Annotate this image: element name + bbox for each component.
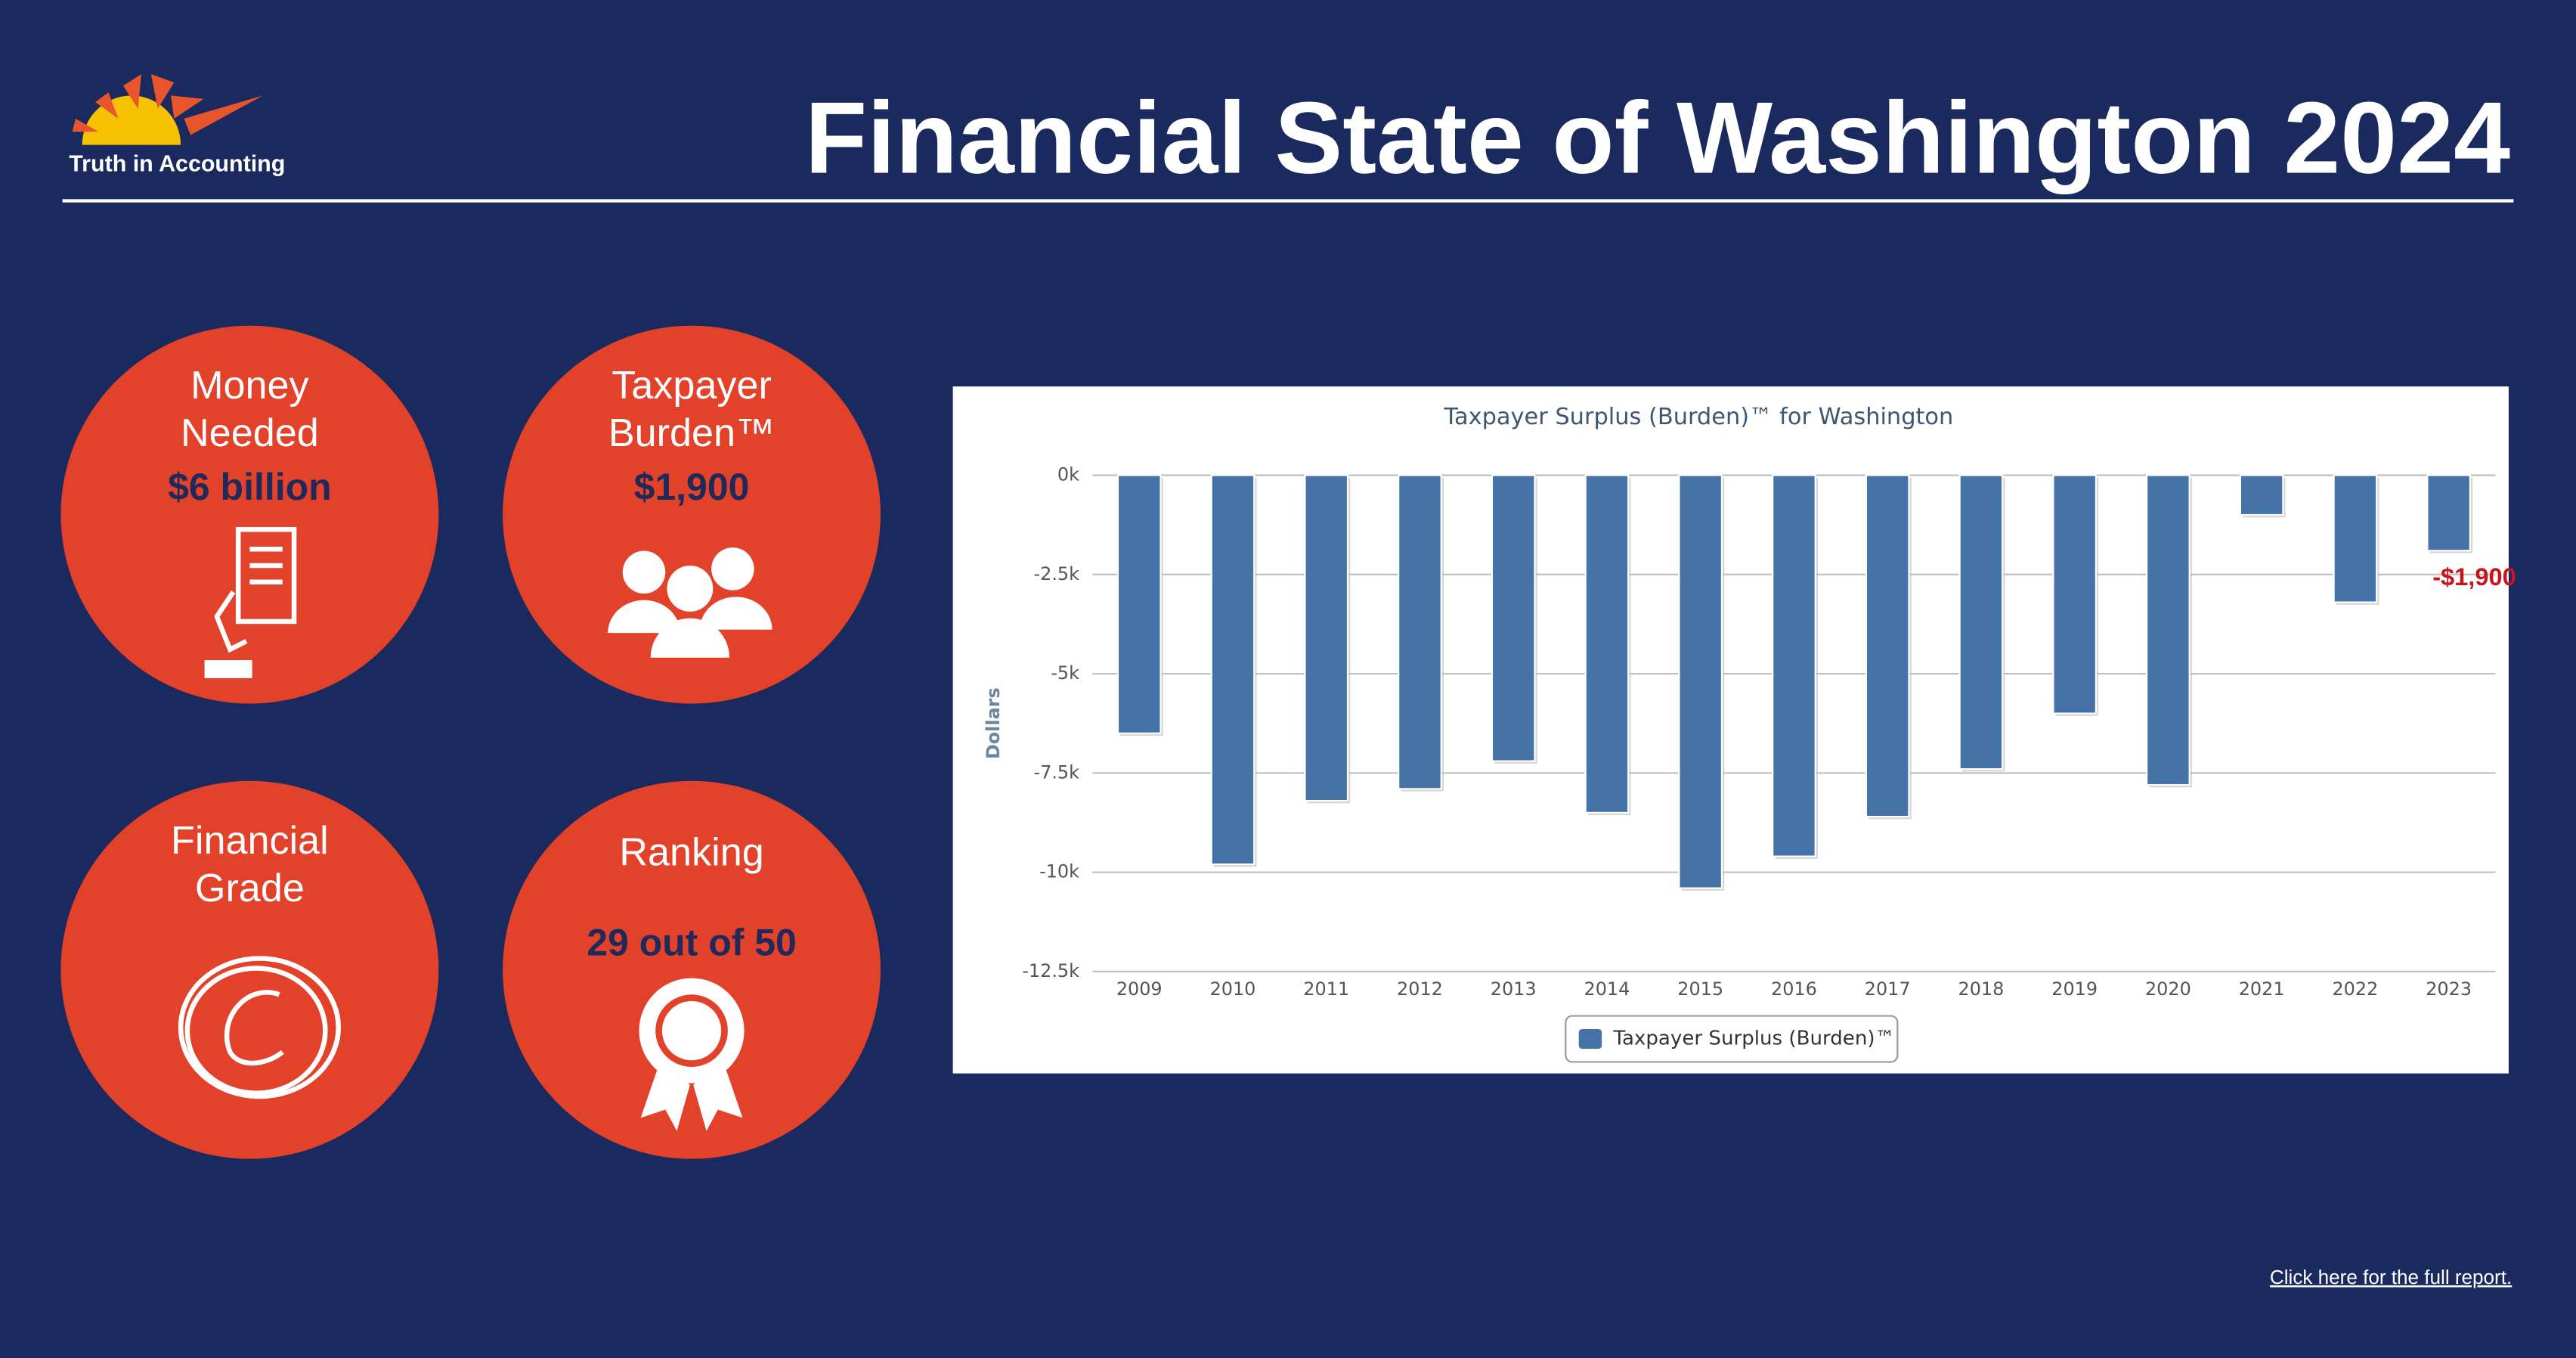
x-tick-label: 2017 (1865, 978, 1911, 1000)
bar (1865, 474, 1910, 818)
chart-title: Taxpayer Surplus (Burden)™ for Washingto… (1443, 404, 1953, 430)
x-tick-label: 2021 (2239, 978, 2285, 1000)
x-tick-label: 2022 (2332, 978, 2378, 1000)
logo: Truth in Accounting (69, 74, 285, 176)
card-label: Financial (171, 819, 329, 863)
x-tick-label: 2012 (1397, 978, 1443, 1000)
x-tick-label: 2014 (1584, 978, 1630, 1000)
x-tick-label: 2009 (1116, 978, 1163, 1000)
y-tick-label: -2.5k (1034, 563, 1080, 584)
y-tick-label: 0k (1057, 464, 1079, 485)
card-value: 29 out of 50 (587, 921, 797, 963)
x-tick-label: 2015 (1677, 978, 1723, 1000)
x-tick-label: 2023 (2426, 978, 2472, 1000)
legend-label: Taxpayer Surplus (Burden)™ (1612, 1027, 1894, 1050)
grade-icon (178, 956, 341, 1099)
x-tick-label: 2019 (2051, 978, 2098, 1000)
card-label: Taxpayer (611, 364, 772, 408)
x-tick-label: 2010 (1210, 978, 1256, 1000)
bar (2239, 474, 2284, 516)
card-circle (60, 325, 439, 704)
bar (2146, 474, 2191, 786)
bar (1398, 474, 1442, 790)
logo-text: Truth in Accounting (69, 150, 285, 176)
card-value: $1,900 (634, 466, 750, 508)
bar (1678, 474, 1723, 889)
bar (1210, 474, 1255, 866)
card-circle (503, 780, 881, 1159)
x-tick-label: 2013 (1491, 978, 1537, 1000)
x-tick-label: 2016 (1771, 978, 1817, 1000)
bar (2426, 474, 2471, 552)
bar (1304, 474, 1349, 802)
x-tick-label: 2020 (2145, 978, 2191, 1000)
bar (2333, 474, 2378, 603)
card-label: Money (190, 364, 309, 408)
data-label: -$1,900 (2432, 563, 2516, 591)
people-icon (608, 547, 772, 658)
x-tick-label: 2018 (1958, 978, 2005, 1000)
bar (1772, 474, 1816, 857)
y-tick-label: -5k (1051, 662, 1079, 684)
page-title: Financial State of Washington 2024 (805, 81, 2510, 195)
y-axis-label: Dollars (983, 687, 1004, 759)
legend-box (1565, 1015, 1899, 1063)
card-label: Ranking (619, 830, 763, 874)
chart: Taxpayer Surplus (Burden)™ for Washingto… (983, 404, 2516, 1063)
bar (1958, 474, 2004, 770)
receipt-icon (204, 526, 297, 678)
y-tick-label: -12.5k (1022, 960, 1079, 981)
x-tick-label: 2011 (1303, 978, 1349, 1000)
ribbon-icon (639, 978, 745, 1131)
bar (1116, 474, 1162, 734)
card-label: Needed (181, 411, 319, 455)
y-tick-label: -7.5k (1034, 761, 1080, 783)
bar (1584, 474, 1630, 814)
card-value: $6 billion (168, 466, 332, 508)
report-link[interactable]: Click here for the full report. (2270, 1266, 2512, 1288)
bar (2052, 474, 2097, 715)
y-tick-label: -10k (1039, 861, 1079, 882)
card-circle (503, 325, 881, 704)
card-label: Grade (195, 867, 305, 910)
legend-swatch (1578, 1028, 1602, 1050)
bar (1491, 474, 1536, 762)
card-label: Burden™ (608, 411, 775, 455)
